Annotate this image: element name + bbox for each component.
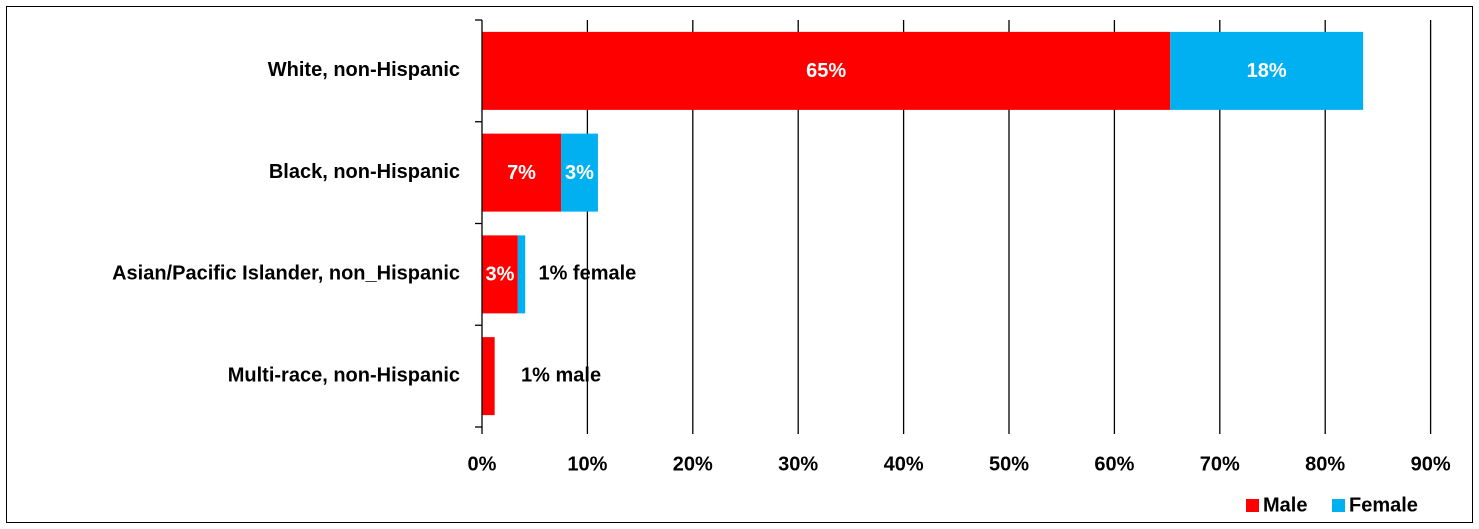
bar-female-1	[561, 133, 598, 212]
legend-swatch-male	[1246, 499, 1259, 512]
x-tick-label-7: 70%	[1200, 453, 1240, 475]
bar-male-3	[482, 337, 495, 416]
x-tick-label-2: 20%	[673, 453, 713, 475]
x-tick-label-0: 0%	[468, 453, 497, 475]
legend-swatch-female	[1332, 499, 1345, 512]
annotation-0: 1% female	[538, 263, 636, 285]
data-label-female-1: 3%	[565, 162, 594, 184]
x-tick-label-4: 40%	[884, 453, 924, 475]
annotation-1: 1% male	[521, 364, 601, 386]
bar-female-0	[1170, 31, 1364, 110]
legend-label-male: Male	[1263, 494, 1307, 516]
category-label-1: Black, non-Hispanic	[269, 161, 460, 183]
data-label-male-2: 3%	[485, 264, 514, 286]
bar-male-0	[482, 31, 1171, 110]
category-label-3: Multi-race, non-Hispanic	[228, 364, 460, 386]
category-label-2: Asian/Pacific Islander, non_Hispanic	[112, 263, 460, 285]
bar-male-1	[482, 133, 562, 212]
data-label-female-0: 18%	[1247, 60, 1287, 82]
x-tick-label-3: 30%	[778, 453, 818, 475]
legend-label-female: Female	[1349, 494, 1418, 516]
x-tick-label-9: 90%	[1411, 453, 1451, 475]
bar-female-2	[517, 235, 526, 314]
x-tick-label-5: 50%	[989, 453, 1029, 475]
bar-male-2	[482, 235, 518, 314]
category-label-0: White, non-Hispanic	[268, 59, 460, 81]
x-tick-label-8: 80%	[1305, 453, 1345, 475]
data-label-male-0: 65%	[806, 60, 846, 82]
x-tick-label-1: 10%	[567, 453, 607, 475]
x-tick-label-6: 60%	[1094, 453, 1134, 475]
data-label-male-1: 7%	[507, 162, 536, 184]
